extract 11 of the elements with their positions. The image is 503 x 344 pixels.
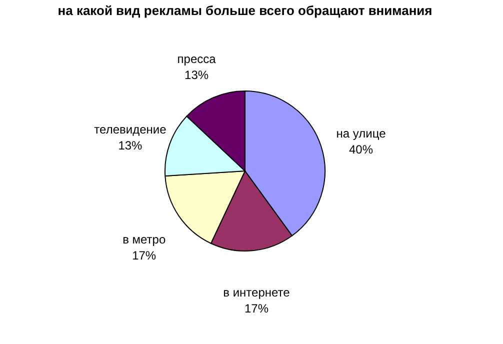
slice-label: телевидение <box>94 122 167 137</box>
slice-label: в интернете <box>223 285 290 300</box>
data-label: 17% <box>132 248 156 263</box>
slice-label: в метро <box>122 232 166 247</box>
data-label: 13% <box>118 138 143 153</box>
data-label: 40% <box>349 142 374 156</box>
slice-label: пресса <box>177 52 216 66</box>
data-label: 13% <box>184 68 209 82</box>
chart-title: на какой вид рекламы больше всего обращают внимания <box>58 3 432 18</box>
slice-label: на улице <box>336 126 386 140</box>
data-label: 17% <box>244 301 269 316</box>
